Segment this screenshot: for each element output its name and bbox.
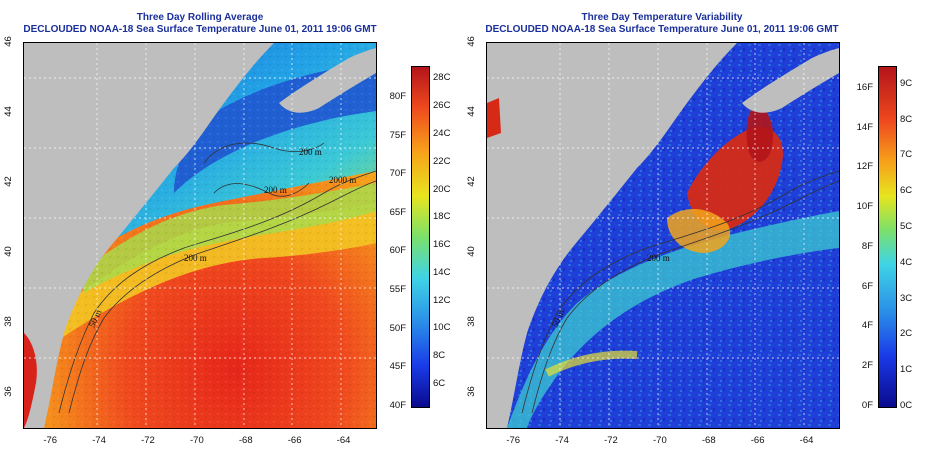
lat-lon-grid [487, 43, 839, 428]
fahrenheit-tick-label: 40F [389, 400, 406, 411]
celsius-tick-label: 24C [433, 128, 451, 139]
celsius-tick-label: 8C [900, 113, 913, 125]
celsius-tick-label: 22C [433, 155, 451, 167]
celsius-tick-label: 6C [900, 185, 913, 197]
fahrenheit-tick-label: 45F [389, 361, 406, 373]
lon-tick-label: -66 [750, 435, 765, 446]
fahrenheit-tick-label: 0F [861, 400, 873, 411]
sst-average-map[interactable]: 200 m 2000 m 200 m 200 m 50 m [23, 42, 377, 429]
celsius-tick-label: 14C [433, 266, 451, 278]
celsius-tick-label: 6C [433, 377, 446, 389]
celsius-tick-label: 9C [900, 77, 913, 89]
celsius-tick-label: 4C [900, 256, 913, 268]
bathymetry-contours [521, 170, 839, 414]
fahrenheit-tick-label: 8F [861, 240, 873, 252]
contour-label: 200 m [647, 253, 670, 263]
lat-tick-label: 44 [2, 106, 14, 117]
fahrenheit-tick-label: 2F [861, 360, 873, 372]
celsius-tick-label: 8C [433, 350, 446, 362]
lon-tick-label: -70 [653, 435, 667, 446]
sst-colorbar [411, 66, 430, 408]
lon-tick-label: -68 [238, 435, 253, 446]
celsius-tick-label: 10C [433, 322, 451, 334]
celsius-tick-label: 12C [433, 294, 451, 306]
lon-tick-label: -68 [701, 435, 716, 446]
lon-tick-label: -70 [190, 435, 204, 446]
lon-tick-label: -76 [506, 435, 521, 446]
chesapeake-region [24, 333, 37, 428]
lat-tick-label: 38 [2, 316, 14, 327]
fahrenheit-tick-label: 75F [389, 129, 406, 141]
celsius-tick-label: 2C [900, 328, 913, 340]
left-subtitle: DECLOUDED NOAA-18 Sea Surface Temperatur… [23, 24, 377, 35]
fahrenheit-tick-label: 14F [856, 121, 873, 133]
lat-tick-label: 38 [465, 316, 477, 327]
lon-tick-label: -74 [555, 435, 569, 446]
sst-average-map-svg: 200 m 2000 m 200 m 200 m 50 m [24, 43, 376, 428]
lon-tick-label: -66 [287, 435, 302, 446]
celsius-tick-label: 0C [900, 400, 913, 411]
contour-label: 200 m [299, 147, 322, 157]
contour-label: 200 m [184, 253, 207, 263]
lat-tick-label: 36 [2, 386, 14, 397]
fahrenheit-tick-label: 65F [389, 206, 406, 218]
fahrenheit-tick-label: 12F [856, 161, 873, 173]
variability-colorbar [878, 66, 897, 408]
fahrenheit-tick-label: 55F [389, 284, 406, 296]
left-title: Three Day Rolling Average [136, 12, 264, 23]
lon-tick-label: -64 [336, 435, 351, 446]
lat-lon-grid [24, 43, 376, 428]
nova-scotia [742, 48, 839, 113]
contour-label: 200 m [264, 185, 287, 195]
fahrenheit-tick-label: 16F [856, 81, 873, 93]
land-mass [487, 43, 737, 428]
celsius-tick-label: 18C [433, 211, 451, 223]
fahrenheit-tick-label: 60F [389, 245, 406, 257]
fahrenheit-tick-label: 4F [861, 320, 873, 332]
celsius-tick-label: 7C [900, 149, 913, 161]
celsius-tick-label: 26C [433, 100, 451, 112]
celsius-tick-label: 20C [433, 183, 451, 195]
lat-tick-label: 46 [465, 36, 477, 47]
bathymetry-contours [58, 142, 376, 414]
shelf-variability-band [507, 211, 839, 428]
land-mass [24, 43, 274, 428]
fahrenheit-tick-label: 80F [389, 90, 406, 102]
lat-tick-label: 42 [465, 176, 477, 187]
lat-tick-label: 44 [465, 106, 477, 117]
fahrenheit-tick-label: 6F [861, 280, 873, 292]
fahrenheit-tick-label: 70F [389, 168, 406, 180]
lat-tick-label: 46 [2, 36, 14, 47]
fahrenheit-tick-label: 50F [389, 322, 406, 334]
right-subtitle: DECLOUDED NOAA-18 Sea Surface Temperatur… [485, 24, 839, 35]
lat-tick-label: 40 [2, 246, 14, 257]
lat-tick-label: 42 [2, 176, 14, 187]
celsius-tick-label: 3C [900, 292, 913, 304]
sst-variability-map-svg: 200 m 50 m [487, 43, 839, 428]
sst-variability-map[interactable]: 200 m 50 m [486, 42, 840, 429]
contour-label: 2000 m [329, 175, 356, 185]
lon-tick-label: -72 [604, 435, 618, 446]
right-title: Three Day Temperature Variability [581, 12, 743, 23]
fahrenheit-tick-label: 10F [856, 201, 873, 213]
nova-scotia [279, 48, 376, 113]
lon-tick-label: -76 [43, 435, 58, 446]
coastal-variability-patch [487, 98, 501, 138]
celsius-tick-label: 5C [900, 221, 913, 233]
lat-tick-label: 40 [465, 246, 477, 257]
lon-tick-label: -72 [141, 435, 155, 446]
lon-tick-label: -64 [799, 435, 814, 446]
celsius-tick-label: 16C [433, 239, 451, 251]
celsius-tick-label: 28C [433, 72, 451, 84]
lon-tick-label: -74 [92, 435, 106, 446]
celsius-tick-label: 1C [900, 364, 913, 376]
lat-tick-label: 36 [465, 386, 477, 397]
